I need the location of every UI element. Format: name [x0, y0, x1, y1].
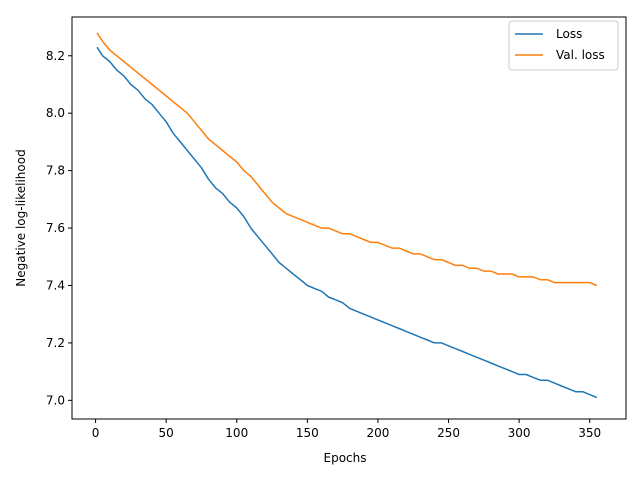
- x-axis-label: Epochs: [324, 451, 367, 465]
- x-tick-label: 50: [159, 426, 174, 440]
- legend: Loss Val. loss: [508, 20, 619, 71]
- series-line-loss: [96, 46, 598, 399]
- x-tick-label: 0: [92, 426, 100, 440]
- y-tick-label: 7.8: [46, 164, 65, 178]
- y-axis: 7.0 7.2 7.4 7.6 7.8 8.0 8.2: [46, 49, 72, 407]
- y-tick-label: 8.2: [46, 49, 65, 63]
- y-axis-label: Negative log-likelihood: [14, 149, 28, 286]
- y-tick-label: 8.0: [46, 106, 65, 120]
- x-tick-label: 100: [225, 426, 248, 440]
- y-tick-label: 7.2: [46, 336, 65, 350]
- legend-label: Loss: [556, 27, 582, 41]
- x-tick-label: 350: [578, 426, 601, 440]
- legend-label: Val. loss: [556, 48, 605, 62]
- x-tick-label: 200: [366, 426, 389, 440]
- x-tick-label: 300: [508, 426, 531, 440]
- y-tick-label: 7.6: [46, 221, 65, 235]
- x-tick-label: 150: [296, 426, 319, 440]
- series-line-val-loss: [96, 32, 598, 287]
- x-tick-label: 250: [437, 426, 460, 440]
- plot-area: [71, 16, 627, 420]
- y-tick-label: 7.0: [46, 393, 65, 407]
- y-tick-label: 7.4: [46, 278, 65, 292]
- x-axis: 0 50 100 150 200 250 300 350: [92, 419, 601, 440]
- series-layer: [96, 32, 598, 399]
